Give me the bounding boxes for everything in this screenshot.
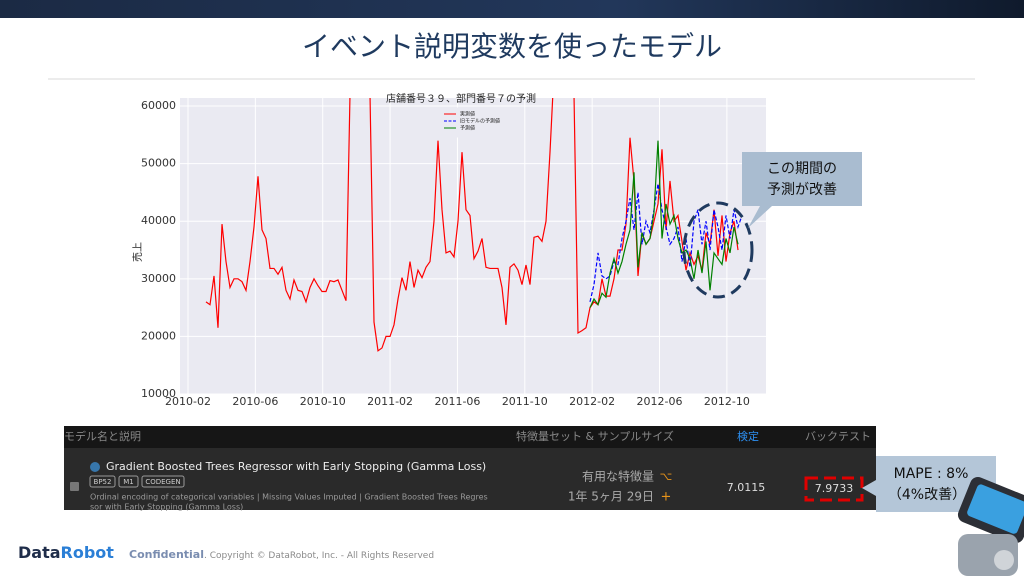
column-header: 特徴量セット & サンプルサイズ (516, 429, 674, 443)
x-tick-label: 2011-02 (367, 395, 413, 408)
footer: Confidential. Copyright © DataRobot, Inc… (129, 548, 434, 561)
sample-size: 1年 5ヶ月 29日 (568, 490, 654, 504)
y-tick-label: 20000 (141, 329, 176, 342)
badge (118, 475, 139, 488)
callout-text: 予測が改善 (767, 182, 837, 198)
legend-label: 実測値 (460, 111, 475, 118)
callout-text: MAPE : 8% (894, 466, 969, 482)
x-tick-label: 2012-06 (637, 395, 683, 408)
legend-box (439, 107, 511, 138)
feature-set: 有用な特徴量 (582, 469, 654, 484)
highlight-box (804, 476, 864, 502)
highlight-ellipse (682, 201, 754, 299)
callout-text: この期間の (767, 161, 837, 177)
backtest-score: 7.9733 (815, 482, 854, 495)
y-tick-label: 40000 (141, 214, 176, 227)
column-header[interactable]: 検定 (737, 429, 759, 443)
robot-illustration (957, 477, 1024, 576)
legend-label: 予測値 (460, 125, 475, 132)
x-tick-label: 2010-02 (165, 395, 211, 408)
callout-text: （4%改善） (888, 487, 966, 503)
y-tick-label: 60000 (141, 99, 176, 112)
table-header (64, 426, 876, 448)
confidential: Confidential (129, 548, 204, 561)
legend-label: 旧モデルの予測値 (460, 118, 500, 125)
validation-score: 7.0115 (727, 481, 766, 494)
column-header[interactable]: バックテスト (805, 430, 871, 443)
x-tick-label: 2010-06 (232, 395, 278, 408)
column-header: モデル名と説明 (64, 429, 141, 443)
x-tick-label: 2011-06 (434, 395, 480, 408)
badge-text: M1 (123, 478, 134, 486)
logo-part: Data (18, 543, 61, 562)
slide-title: イベント説明変数を使ったモデル (302, 30, 722, 63)
x-tick-label: 2012-02 (569, 395, 615, 408)
python-icon (90, 462, 100, 472)
model-description: sor with Early Stopping (Gamma Loss) (90, 503, 243, 512)
badge (141, 475, 185, 488)
x-tick-label: 2011-10 (502, 395, 548, 408)
chart-title: 店舗番号３９、部門番号７の予測 (386, 92, 536, 105)
copyright: . Copyright © DataRobot, Inc. - All Righ… (204, 551, 434, 561)
add-icon[interactable]: + (661, 490, 672, 505)
y-axis-label: 売上 (131, 242, 144, 262)
callout-box (862, 456, 996, 512)
y-tick-label: 30000 (141, 272, 176, 285)
model-name[interactable]: Gradient Boosted Trees Regressor with Ea… (106, 460, 486, 473)
feature-icon: ⌥ (660, 470, 673, 483)
top-bar (0, 0, 1024, 18)
badge-text: BP52 (94, 478, 112, 486)
logo-part: Robot (61, 543, 115, 562)
y-tick-label: 50000 (141, 157, 176, 170)
callout-box (742, 152, 862, 228)
x-tick-label: 2012-10 (704, 395, 750, 408)
logo: DataRobot (18, 543, 114, 562)
x-tick-label: 2010-10 (300, 395, 346, 408)
badge (89, 475, 116, 488)
row-checkbox[interactable] (70, 482, 79, 491)
series-line (589, 140, 739, 308)
y-tick-label: 10000 (141, 387, 176, 400)
badge-text: CODEGEN (145, 478, 180, 486)
model-description: Ordinal encoding of categorical variable… (90, 493, 488, 502)
